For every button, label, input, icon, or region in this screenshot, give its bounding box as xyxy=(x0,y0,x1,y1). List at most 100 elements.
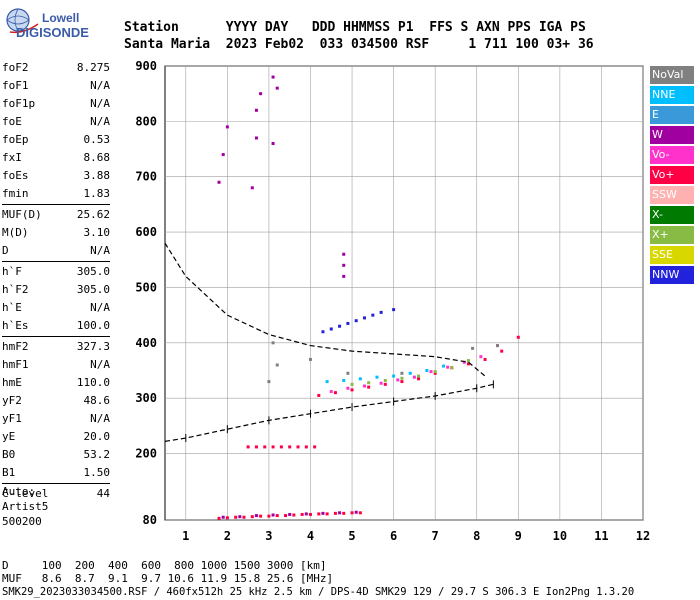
data-point xyxy=(383,382,387,386)
y-tick-label: 300 xyxy=(135,391,157,405)
auto-label: Auto: xyxy=(2,485,36,498)
param-value: 1.50 xyxy=(83,466,111,479)
data-point xyxy=(450,366,454,370)
x-tick-label: 12 xyxy=(636,529,650,543)
param-row: h`F 305.0 xyxy=(2,264,110,282)
data-point xyxy=(446,365,450,369)
data-point xyxy=(317,393,321,397)
param-label: D xyxy=(2,244,9,257)
param-value: N/A xyxy=(90,97,110,110)
data-point xyxy=(304,512,308,516)
data-point xyxy=(271,142,275,146)
data-point xyxy=(392,374,396,378)
data-point xyxy=(433,371,437,375)
x-tick-label: 11 xyxy=(594,529,608,543)
data-point xyxy=(479,355,483,359)
y-tick-label: 80 xyxy=(143,513,157,527)
data-point xyxy=(363,384,367,388)
data-point xyxy=(254,136,258,140)
param-label: fxI xyxy=(2,151,22,164)
data-point xyxy=(325,380,329,384)
param-row: h`F2 305.0 xyxy=(2,282,110,300)
param-separator xyxy=(2,261,110,262)
param-row: MUF(D) 25.62 xyxy=(2,207,110,225)
data-point xyxy=(242,515,246,519)
data-point xyxy=(354,510,358,514)
data-point xyxy=(275,86,279,90)
param-value: 48.6 xyxy=(83,394,111,407)
logo-text-digisonde: DIGISONDE xyxy=(16,25,89,40)
data-point xyxy=(471,346,475,350)
data-point xyxy=(342,252,346,256)
data-point xyxy=(466,362,470,366)
param-row: C-level 44 xyxy=(2,486,110,504)
data-point xyxy=(217,180,221,184)
param-label: h`E xyxy=(2,301,22,314)
data-point xyxy=(317,512,321,516)
param-value: N/A xyxy=(90,301,110,314)
param-value: N/A xyxy=(90,244,110,257)
data-point xyxy=(296,445,300,449)
param-value: 3.88 xyxy=(83,169,111,182)
data-point xyxy=(313,445,317,449)
param-row: foF1 N/A xyxy=(2,78,110,96)
legend-item: Vo- xyxy=(650,146,694,164)
param-value: 3.10 xyxy=(83,226,111,239)
density-profile-line xyxy=(164,242,486,377)
data-point xyxy=(250,515,254,519)
param-row: hmF2 327.3 xyxy=(2,339,110,357)
data-point xyxy=(279,445,283,449)
data-point xyxy=(329,327,333,331)
data-point xyxy=(333,511,337,515)
param-value: 327.3 xyxy=(76,340,110,353)
data-point xyxy=(267,514,271,518)
param-row: fxI 8.68 xyxy=(2,150,110,168)
data-point xyxy=(217,516,221,520)
data-point xyxy=(429,370,433,374)
header-line-1: Station YYYY DAY DDD HHMMSS P1 FFS S AXN… xyxy=(124,20,586,35)
data-point xyxy=(400,371,404,375)
data-point xyxy=(350,388,354,392)
param-value: 305.0 xyxy=(76,283,110,296)
data-point xyxy=(225,516,229,520)
param-label: hmF2 xyxy=(2,340,29,353)
data-point xyxy=(441,364,445,368)
legend-item: W xyxy=(650,126,694,144)
data-point xyxy=(288,512,292,516)
distance-row: D 100 200 400 600 800 1000 1500 3000 [km… xyxy=(2,559,327,572)
data-point xyxy=(225,125,229,129)
x-tick-label: 7 xyxy=(432,529,439,543)
param-row: foF2 8.275 xyxy=(2,60,110,78)
data-point xyxy=(383,378,387,382)
data-point xyxy=(288,445,292,449)
data-point xyxy=(300,512,304,516)
data-point xyxy=(350,382,354,386)
y-tick-label: 200 xyxy=(135,447,157,461)
data-point xyxy=(254,445,258,449)
x-tick-label: 10 xyxy=(553,529,567,543)
param-value: 44 xyxy=(96,487,110,500)
param-row: B0 53.2 xyxy=(2,447,110,465)
data-point xyxy=(254,514,258,518)
digisonde-logo: Lowell DIGISONDE xyxy=(4,4,116,44)
autoscaling-info: Auto: Artist5 500200 xyxy=(2,484,48,529)
data-point xyxy=(263,445,267,449)
data-point xyxy=(271,75,275,79)
param-value: 25.62 xyxy=(76,208,110,221)
param-value: 305.0 xyxy=(76,265,110,278)
legend-item: X+ xyxy=(650,226,694,244)
data-point xyxy=(392,308,396,312)
data-point xyxy=(308,357,312,361)
legend-item: E xyxy=(650,106,694,124)
x-tick-label: 9 xyxy=(515,529,522,543)
parameter-panel: foF2 8.275 foF1 N/A foF1p N/A foE N/A foEp 0.53 fx… xyxy=(2,60,110,504)
data-point xyxy=(425,369,429,373)
param-row: foEs 3.88 xyxy=(2,168,110,186)
data-point xyxy=(342,263,346,267)
x-tick-label: 2 xyxy=(224,529,231,543)
param-separator xyxy=(2,204,110,205)
param-label: fmin xyxy=(2,187,29,200)
data-point xyxy=(275,514,279,518)
param-label: h`F2 xyxy=(2,283,29,296)
param-label: B1 xyxy=(2,466,16,479)
